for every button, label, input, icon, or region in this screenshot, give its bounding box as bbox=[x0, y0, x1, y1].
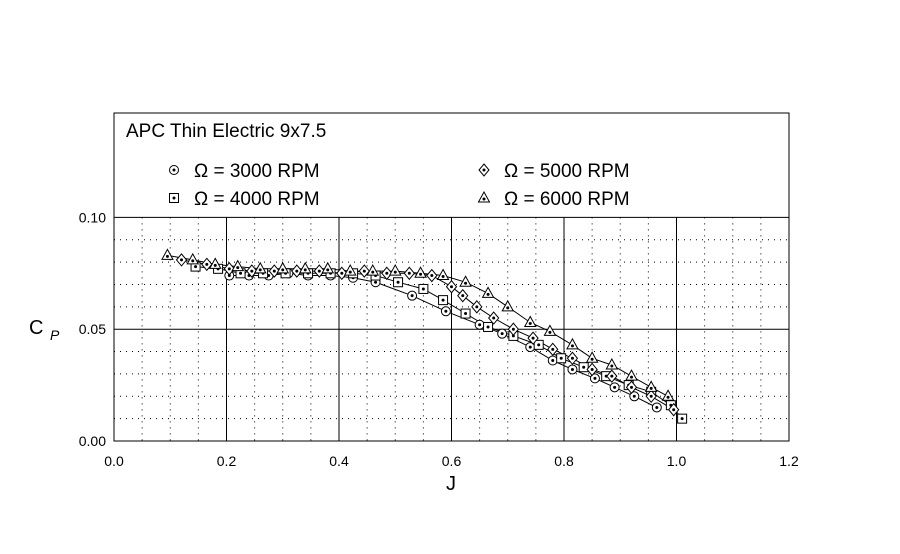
data-point-diamond bbox=[381, 266, 393, 281]
tick-labels: 0.0 0.2 0.4 0.6 0.8 1.0 1.2 0.00 0.05 0.10 bbox=[79, 209, 799, 469]
data-point-circle bbox=[651, 402, 662, 413]
data-point-diamond bbox=[625, 380, 638, 395]
data-point-triangle bbox=[543, 324, 557, 336]
data-point-triangle bbox=[501, 299, 515, 312]
data-point-diamond bbox=[606, 369, 618, 383]
data-point-diamond bbox=[313, 264, 325, 278]
data-point-triangle bbox=[208, 257, 222, 269]
y-axis-title-sub: P bbox=[50, 327, 60, 343]
plot-frame bbox=[113, 112, 790, 442]
data-point-square bbox=[393, 277, 404, 288]
data-point-diamond bbox=[201, 257, 213, 272]
legend-label: Ω = 6000 RPM bbox=[504, 189, 630, 210]
data-point-circle bbox=[440, 306, 451, 317]
y-axis-title: C P bbox=[29, 317, 60, 343]
data-point-triangle bbox=[523, 315, 537, 327]
data-point-triangle bbox=[231, 259, 245, 272]
data-point-diamond bbox=[488, 311, 500, 325]
data-point-square bbox=[483, 321, 494, 332]
x-tick-label: 0.0 bbox=[104, 453, 124, 469]
series-markers bbox=[161, 248, 688, 424]
legend-marker-square bbox=[169, 193, 179, 203]
data-point-circle bbox=[589, 373, 600, 384]
data-point-triangle bbox=[186, 252, 200, 265]
data-point-triangle bbox=[276, 261, 290, 274]
data-point-square bbox=[533, 339, 544, 350]
legend-label: Ω = 3000 RPM bbox=[194, 161, 320, 182]
legend-marker-circle bbox=[169, 165, 179, 175]
data-point-square bbox=[460, 308, 471, 319]
data-point-diamond bbox=[471, 300, 483, 314]
chart-title: APC Thin Electric 9x7.5 bbox=[126, 121, 326, 142]
data-point-triangle bbox=[388, 264, 402, 276]
data-point-diamond bbox=[403, 266, 415, 281]
data-point-triangle bbox=[414, 266, 427, 278]
x-axis-title: J bbox=[446, 473, 456, 495]
data-point-triangle bbox=[644, 380, 658, 392]
data-point-diamond bbox=[547, 342, 559, 357]
data-point-circle bbox=[474, 319, 485, 330]
x-tick-label: 1.2 bbox=[779, 453, 799, 469]
data-point-diamond bbox=[223, 262, 235, 276]
legend: Ω = 3000 RPM Ω = 4000 RPM Ω = 5000 RPM Ω = … bbox=[169, 161, 630, 210]
data-point-circle bbox=[609, 382, 620, 393]
data-point-triangle bbox=[161, 248, 174, 260]
data-point-square bbox=[418, 283, 429, 294]
data-point-triangle bbox=[605, 357, 619, 370]
x-tick-label: 0.8 bbox=[554, 453, 574, 469]
data-point-circle bbox=[407, 290, 418, 301]
data-point-diamond bbox=[246, 264, 258, 278]
data-point-triangle bbox=[343, 264, 357, 276]
data-point-diamond bbox=[175, 253, 188, 267]
data-point-diamond bbox=[358, 264, 370, 278]
data-point-diamond bbox=[527, 331, 539, 345]
data-point-diamond bbox=[507, 322, 520, 336]
data-point-triangle bbox=[585, 351, 599, 363]
data-point-diamond bbox=[457, 288, 469, 303]
data-point-diamond bbox=[336, 266, 348, 281]
legend-label: Ω = 4000 RPM bbox=[194, 189, 320, 210]
data-point-circle bbox=[629, 391, 640, 402]
data-point-triangle bbox=[321, 261, 335, 274]
legend-marker-diamond bbox=[478, 163, 490, 177]
data-point-square bbox=[556, 353, 567, 364]
data-point-triangle bbox=[366, 264, 380, 276]
data-point-triangle bbox=[298, 261, 312, 274]
data-point-square bbox=[438, 295, 449, 306]
data-point-diamond bbox=[268, 264, 280, 278]
data-point-triangle bbox=[625, 369, 638, 381]
data-point-diamond bbox=[291, 264, 303, 278]
legend-label: Ω = 5000 RPM bbox=[504, 161, 630, 182]
x-tick-label: 0.4 bbox=[329, 453, 349, 469]
x-tick-label: 1.0 bbox=[667, 453, 687, 469]
y-axis-title-main: C bbox=[29, 317, 43, 339]
data-point-circle bbox=[547, 355, 558, 366]
data-point-triangle bbox=[481, 286, 495, 298]
y-tick-label: 0.00 bbox=[79, 433, 106, 449]
data-point-diamond bbox=[586, 362, 598, 377]
data-point-triangle bbox=[566, 337, 579, 350]
data-point-square bbox=[578, 362, 589, 373]
data-point-circle bbox=[497, 328, 508, 339]
legend-marker-triangle bbox=[477, 190, 491, 203]
data-point-diamond bbox=[566, 351, 579, 366]
data-point-triangle bbox=[661, 389, 675, 401]
grid bbox=[114, 216, 789, 441]
y-tick-label: 0.10 bbox=[79, 209, 106, 225]
data-point-diamond bbox=[668, 402, 680, 417]
data-point-square bbox=[677, 413, 688, 424]
data-point-diamond bbox=[445, 279, 458, 294]
data-point-triangle bbox=[253, 261, 267, 274]
data-point-diamond bbox=[645, 389, 657, 404]
x-tick-label: 0.2 bbox=[217, 453, 237, 469]
data-point-diamond bbox=[426, 268, 438, 283]
data-point-triangle bbox=[436, 268, 450, 281]
x-tick-label: 0.6 bbox=[442, 453, 462, 469]
data-point-triangle bbox=[459, 275, 472, 287]
y-tick-label: 0.05 bbox=[79, 321, 106, 337]
data-point-circle bbox=[567, 364, 578, 375]
